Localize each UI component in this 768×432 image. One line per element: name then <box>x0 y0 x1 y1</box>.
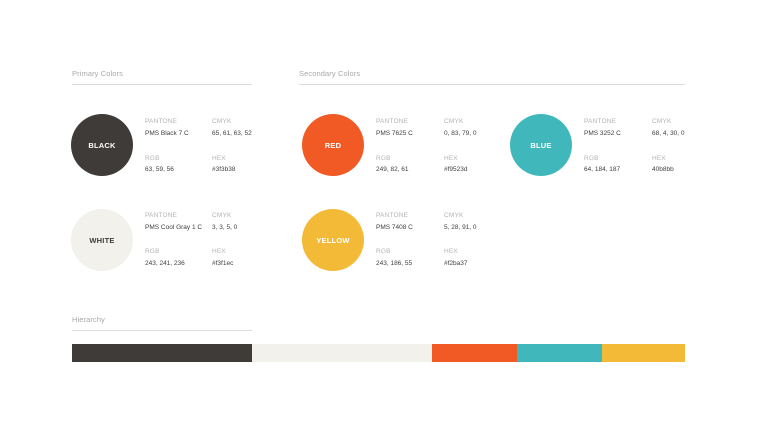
secondary-colors-title: Secondary Colors <box>299 69 361 78</box>
cmyk-label: CMYK <box>444 212 464 219</box>
rgb-label: RGB <box>376 248 391 255</box>
hex-label: HEX <box>212 248 226 255</box>
rgb-value: 64, 184, 187 <box>584 166 621 173</box>
hex-value: #3f3b38 <box>212 166 236 173</box>
color-swatch-red: RED <box>302 114 364 176</box>
pantone-value: PMS Black 7 C <box>145 130 189 137</box>
hierarchy-divider <box>72 330 252 331</box>
rgb-value: 249, 82, 61 <box>376 166 409 173</box>
rgb-value: 63, 59, 56 <box>145 166 174 173</box>
rgb-label: RGB <box>145 155 160 162</box>
color-name: BLUE <box>530 140 552 150</box>
pantone-label: PANTONE <box>376 212 409 219</box>
primary-colors-title: Primary Colors <box>72 69 123 78</box>
hex-label: HEX <box>212 155 226 162</box>
pantone-label: PANTONE <box>145 118 178 125</box>
rgb-label: RGB <box>376 155 391 162</box>
cmyk-value: 65, 61, 63, 52 <box>212 130 252 137</box>
rgb-value: 243, 186, 55 <box>376 260 413 267</box>
cmyk-label: CMYK <box>652 118 672 125</box>
pantone-value: PMS 7408 C <box>376 224 413 231</box>
cmyk-label: CMYK <box>212 118 232 125</box>
color-swatch-yellow: YELLOW <box>302 209 364 271</box>
rgb-label: RGB <box>145 248 160 255</box>
hex-value: #f9523d <box>444 166 468 173</box>
color-name: BLACK <box>88 140 116 150</box>
hex-value: #f2ba37 <box>444 260 468 267</box>
hex-label: HEX <box>652 155 666 162</box>
cmyk-label: CMYK <box>444 118 464 125</box>
rgb-label: RGB <box>584 155 599 162</box>
hierarchy-bar-yellow <box>602 344 685 362</box>
pantone-value: PMS 3252 C <box>584 130 621 137</box>
color-name: RED <box>324 140 342 150</box>
pantone-label: PANTONE <box>376 118 409 125</box>
hierarchy-bar-blue <box>517 344 602 362</box>
cmyk-value: 68, 4, 30, 0 <box>652 130 685 137</box>
color-swatch-black: BLACK <box>71 114 133 176</box>
hierarchy-title: Hierarchy <box>72 315 105 324</box>
cmyk-value: 3, 3, 5, 0 <box>212 224 238 231</box>
primary-colors-divider <box>72 84 252 85</box>
hierarchy-bar-red <box>432 344 517 362</box>
hex-label: HEX <box>444 155 458 162</box>
secondary-colors-divider <box>299 84 685 85</box>
hex-value: #f3f1ec <box>212 260 234 267</box>
hierarchy-bar-black <box>72 344 252 362</box>
pantone-value: PMS 7625 C <box>376 130 413 137</box>
color-name: YELLOW <box>316 235 350 245</box>
color-swatch-white: WHITE <box>71 209 133 271</box>
hex-value: 40b8bb <box>652 166 674 173</box>
hierarchy-bar-white <box>252 344 432 362</box>
cmyk-value: 5, 28, 91, 0 <box>444 224 477 231</box>
pantone-label: PANTONE <box>145 212 178 219</box>
cmyk-label: CMYK <box>212 212 232 219</box>
color-name: WHITE <box>89 235 115 245</box>
pantone-label: PANTONE <box>584 118 617 125</box>
cmyk-value: 0, 83, 79, 0 <box>444 130 477 137</box>
color-swatch-blue: BLUE <box>510 114 572 176</box>
rgb-value: 243, 241, 236 <box>145 260 185 267</box>
hex-label: HEX <box>444 248 458 255</box>
pantone-value: PMS Cool Gray 1 C <box>145 224 203 231</box>
